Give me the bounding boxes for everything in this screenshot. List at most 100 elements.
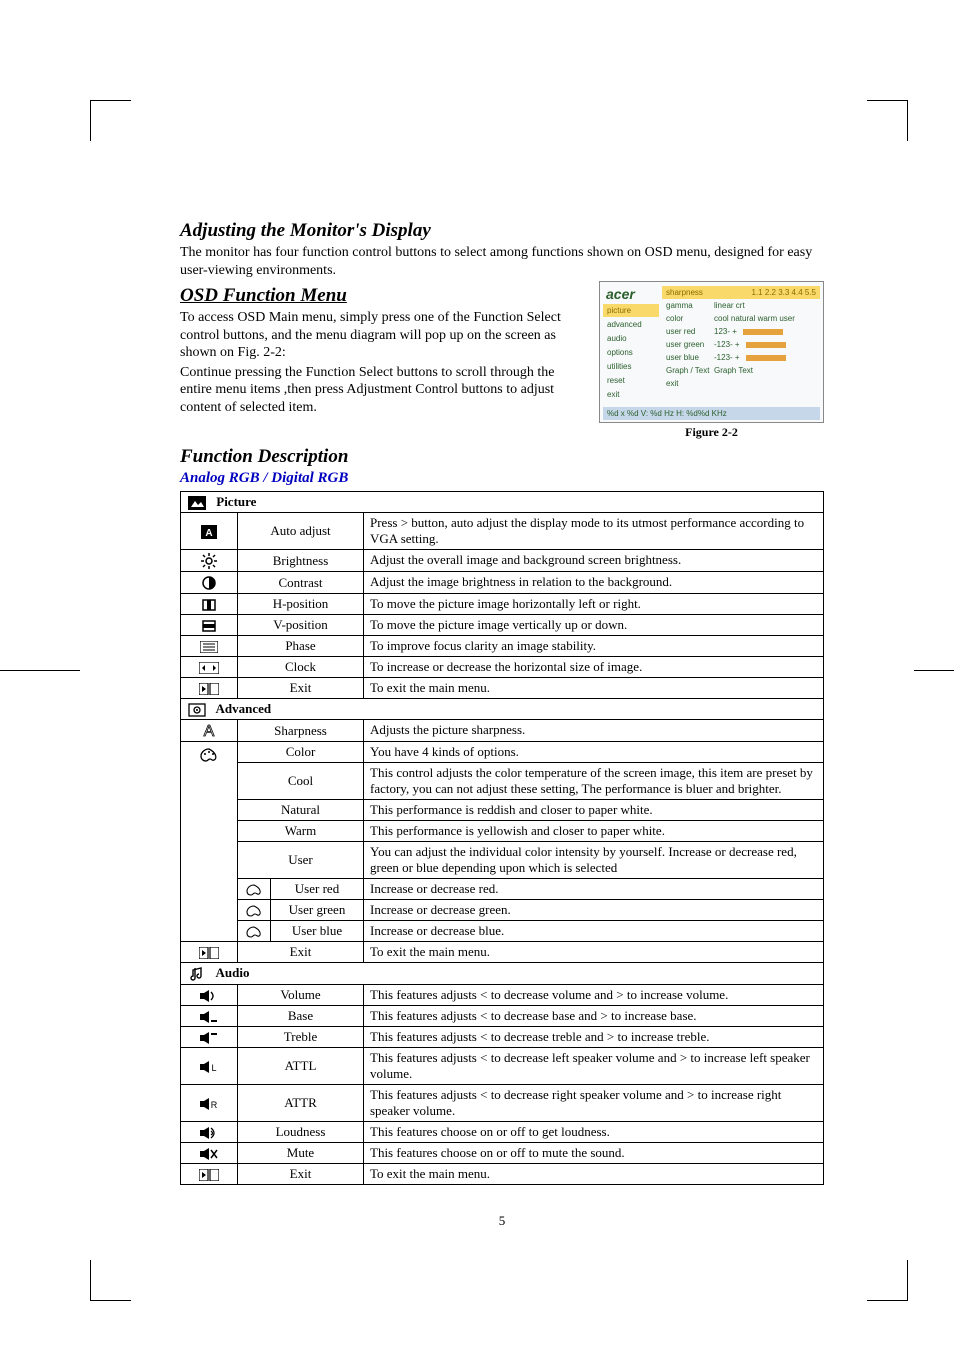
feature-desc: This features adjusts < to decrease volu… [364, 985, 824, 1006]
osd-row: gammalinear crt [662, 299, 820, 312]
palette-icon [238, 921, 271, 942]
table-row: H-position To move the picture image hor… [181, 594, 824, 615]
osd-row: colorcool natural warm user [662, 312, 820, 325]
feature-desc: Adjust the image brightness in relation … [364, 572, 824, 594]
table-row: Natural This performance is reddish and … [181, 800, 824, 821]
osd-figure: acer picture advanced audio options util… [599, 281, 824, 423]
crop-mark [867, 1260, 908, 1301]
audio-icon [187, 965, 207, 982]
feature-name: Loudness [238, 1122, 364, 1143]
table-row: Base This features adjusts < to decrease… [181, 1006, 824, 1027]
table-row: Loudness This features choose on or off … [181, 1122, 824, 1143]
feature-desc: This features adjusts < to decrease treb… [364, 1027, 824, 1048]
table-row: Mute This features choose on or off to m… [181, 1143, 824, 1164]
feature-name: Volume [238, 985, 364, 1006]
category-label: Audio [216, 965, 250, 980]
feature-name: Exit [238, 1164, 364, 1185]
feature-name: ATTL [238, 1048, 364, 1085]
osd-heading: OSD Function Menu [180, 285, 589, 307]
table-row: User You can adjust the individual color… [181, 842, 824, 879]
osd-row: user red123- + [662, 325, 820, 338]
phase-icon [181, 636, 238, 657]
feature-name: V-position [238, 615, 364, 636]
crop-mark [90, 100, 131, 141]
feature-desc: To exit the main menu. [364, 678, 824, 699]
feature-desc: This performance is yellowish and closer… [364, 821, 824, 842]
feature-desc: To move the picture image horizontally l… [364, 594, 824, 615]
feature-desc: You can adjust the individual color inte… [364, 842, 824, 879]
table-row: User green Increase or decrease green. [181, 900, 824, 921]
osd-content: sharpness 1.1 2.2 3.3 4.4 5.5 gammalinea… [662, 286, 820, 390]
feature-name: Cool [238, 763, 364, 800]
feature-name: Mute [238, 1143, 364, 1164]
contrast-icon [181, 572, 238, 594]
feature-name: Phase [238, 636, 364, 657]
feature-desc: This features adjusts < to decrease righ… [364, 1085, 824, 1122]
osd-row: exit [662, 377, 820, 390]
table-row: Color You have 4 kinds of options. [181, 742, 824, 763]
table-row: R ATTR This features adjusts < to decrea… [181, 1085, 824, 1122]
feature-name: ATTR [238, 1085, 364, 1122]
feature-desc: To move the picture image vertically up … [364, 615, 824, 636]
feature-desc: Adjusts the picture sharpness. [364, 720, 824, 742]
table-row: Contrast Adjust the image brightness in … [181, 572, 824, 594]
feature-desc: This control adjusts the color temperatu… [364, 763, 824, 800]
attl-icon: L [181, 1048, 238, 1085]
feature-name: User green [271, 900, 364, 921]
figure-caption: Figure 2-2 [599, 425, 824, 440]
feature-desc: Increase or decrease blue. [364, 921, 824, 942]
table-row: Volume This features adjusts < to decrea… [181, 985, 824, 1006]
osd-sidebar: picture advanced audio options utilities… [603, 304, 659, 402]
table-row: User red Increase or decrease red. [181, 879, 824, 900]
table-row: V-position To move the picture image ver… [181, 615, 824, 636]
h-position-icon [181, 594, 238, 615]
table-row: Phase To improve focus clarity an image … [181, 636, 824, 657]
crop-mark [914, 670, 954, 671]
feature-name: User blue [271, 921, 364, 942]
palette-icon [238, 879, 271, 900]
feature-desc: Increase or decrease green. [364, 900, 824, 921]
svg-text:A: A [205, 528, 212, 539]
table-row: A Sharpness Adjusts the picture sharpnes… [181, 720, 824, 742]
loudness-icon [181, 1122, 238, 1143]
v-position-icon [181, 615, 238, 636]
osd-side-item: audio [603, 332, 659, 345]
table-row: Cool This control adjusts the color temp… [181, 763, 824, 800]
table-row: Exit To exit the main menu. [181, 942, 824, 963]
feature-desc: Increase or decrease red. [364, 879, 824, 900]
table-row: User blue Increase or decrease blue. [181, 921, 824, 942]
feature-desc: Adjust the overall image and background … [364, 550, 824, 572]
feature-desc: To increase or decrease the horizontal s… [364, 657, 824, 678]
feature-name: Base [238, 1006, 364, 1027]
feature-name: Color [238, 742, 364, 763]
picture-icon [187, 494, 207, 510]
feature-name: Exit [238, 678, 364, 699]
sharpness-icon: A [181, 720, 238, 742]
feature-name: User red [271, 879, 364, 900]
svg-text:L: L [211, 1063, 216, 1073]
feature-name: H-position [238, 594, 364, 615]
category-label: Advanced [216, 701, 272, 716]
feature-desc: To improve focus clarity an image stabil… [364, 636, 824, 657]
osd-topbar: sharpness 1.1 2.2 3.3 4.4 5.5 [662, 286, 820, 299]
crop-mark [90, 1260, 131, 1301]
osd-side-item: utilities [603, 360, 659, 373]
brightness-icon [181, 550, 238, 572]
category-row: Picture [181, 492, 824, 513]
page-number: 5 [180, 1213, 824, 1229]
feature-name: Warm [238, 821, 364, 842]
osd-side-item: exit [603, 388, 659, 401]
osd-side-item: options [603, 346, 659, 359]
osd-top-label: sharpness [666, 288, 703, 297]
osd-paragraph: Continue pressing the Function Select bu… [180, 364, 589, 417]
osd-side-item: reset [603, 374, 659, 387]
feature-table: Picture A Auto adjust Press > button, au… [180, 491, 824, 1185]
osd-footer: %d x %d V: %d Hz H: %d%d KHz [603, 407, 820, 420]
base-icon [181, 1006, 238, 1027]
osd-row: Graph / TextGraph Text [662, 364, 820, 377]
table-row: A Auto adjust Press > button, auto adjus… [181, 513, 824, 550]
feature-name: Sharpness [238, 720, 364, 742]
advanced-icon [187, 701, 207, 717]
svg-text:A: A [204, 723, 215, 739]
clock-icon [181, 657, 238, 678]
